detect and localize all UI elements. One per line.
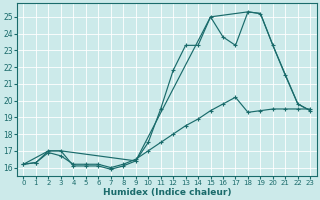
X-axis label: Humidex (Indice chaleur): Humidex (Indice chaleur) xyxy=(103,188,231,197)
